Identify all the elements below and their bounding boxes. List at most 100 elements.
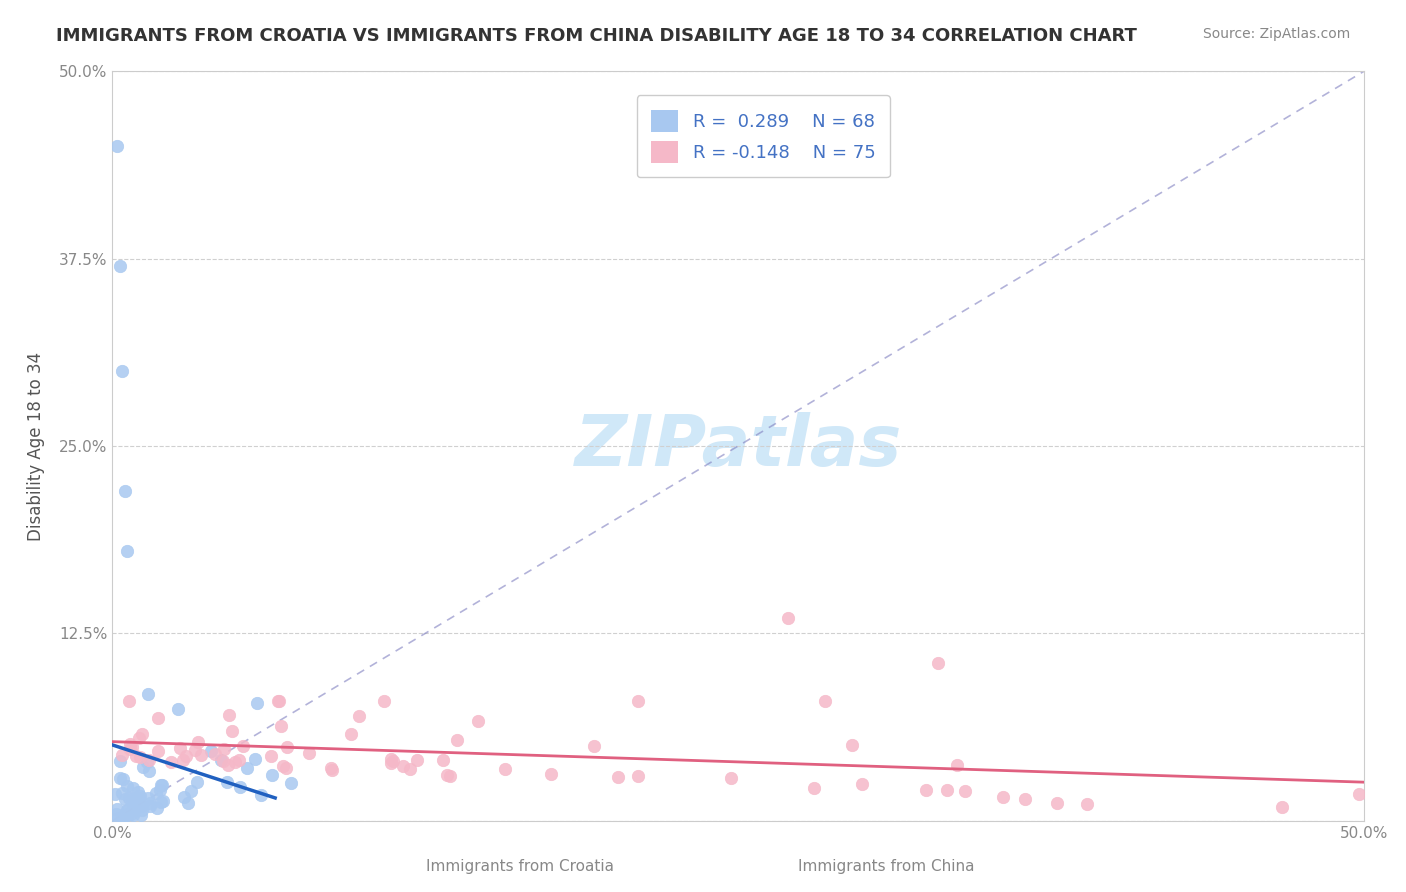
Point: [215, 775, 238, 789]
Point: [122, 794, 145, 808]
Legend: R =  0.289    N = 68, R = -0.148    N = 75: R = 0.289 N = 68, R = -0.148 N = 75: [637, 95, 890, 178]
Text: ZIPatlas: ZIPatlas: [575, 411, 901, 481]
Point: [122, 801, 145, 815]
Point: [122, 801, 145, 815]
Point: [955, 783, 977, 797]
Y-axis label: Disability Age 18 to 34: Disability Age 18 to 34: [27, 351, 45, 541]
Point: [280, 776, 302, 790]
Point: [131, 760, 153, 774]
Point: [138, 764, 160, 778]
Point: [112, 772, 135, 786]
Point: [136, 687, 159, 701]
Point: [246, 696, 269, 710]
Point: [122, 800, 145, 814]
Point: [391, 758, 413, 772]
Point: [218, 708, 240, 723]
Point: [115, 779, 138, 793]
Point: [405, 754, 427, 768]
Text: Immigrants from China: Immigrants from China: [797, 859, 974, 874]
Point: [104, 787, 127, 801]
Point: [167, 702, 190, 716]
Point: [274, 761, 297, 775]
Point: [851, 777, 873, 791]
Point: [224, 755, 246, 769]
Point: [149, 778, 172, 792]
Point: [117, 807, 139, 822]
Point: [118, 790, 141, 805]
Point: [380, 752, 402, 766]
Point: [136, 755, 159, 769]
Point: [221, 724, 243, 739]
Point: [114, 483, 136, 498]
Point: [243, 752, 266, 766]
Point: [200, 744, 222, 758]
Point: [814, 694, 837, 708]
Point: [1014, 792, 1036, 806]
Point: [138, 754, 160, 768]
Point: [228, 753, 250, 767]
Point: [160, 755, 183, 769]
Point: [108, 771, 131, 785]
Point: [380, 756, 402, 770]
Point: [373, 694, 395, 708]
Point: [803, 781, 825, 796]
Point: [212, 754, 235, 768]
Point: [114, 807, 136, 822]
Point: [936, 783, 959, 797]
Point: [946, 757, 969, 772]
Point: [150, 779, 173, 793]
Point: [494, 762, 516, 776]
Point: [606, 771, 628, 785]
Point: [139, 799, 162, 814]
Text: IMMIGRANTS FROM CROATIA VS IMMIGRANTS FROM CHINA DISABILITY AGE 18 TO 34 CORRELA: IMMIGRANTS FROM CROATIA VS IMMIGRANTS FR…: [56, 27, 1137, 45]
Point: [174, 748, 197, 763]
Point: [381, 754, 404, 768]
Point: [129, 798, 152, 813]
Point: [432, 753, 454, 767]
Point: [131, 727, 153, 741]
Point: [122, 781, 145, 796]
Point: [841, 738, 863, 752]
Point: [115, 808, 138, 822]
Point: [120, 737, 142, 751]
Point: [439, 769, 461, 783]
Point: [108, 259, 131, 273]
Point: [128, 731, 150, 746]
Point: [1076, 797, 1098, 811]
Point: [115, 803, 138, 817]
Point: [121, 792, 143, 806]
Point: [927, 657, 949, 671]
Point: [128, 791, 150, 805]
Point: [108, 754, 131, 768]
Point: [270, 719, 292, 733]
Point: [720, 771, 742, 785]
Point: [177, 797, 200, 811]
Point: [114, 792, 136, 806]
Point: [169, 741, 191, 756]
Point: [1046, 796, 1069, 810]
Point: [127, 784, 149, 798]
Point: [260, 768, 283, 782]
Point: [111, 364, 134, 378]
Point: [111, 785, 134, 799]
Point: [321, 761, 343, 775]
Text: Immigrants from Croatia: Immigrants from Croatia: [426, 859, 614, 874]
Point: [139, 796, 162, 810]
Point: [778, 611, 800, 625]
Point: [340, 727, 363, 741]
Point: [249, 788, 271, 802]
Point: [146, 711, 169, 725]
Point: [105, 802, 128, 816]
Point: [269, 694, 291, 708]
Point: [467, 714, 489, 728]
Point: [349, 709, 371, 723]
Point: [117, 803, 139, 817]
Point: [125, 748, 148, 763]
Point: [273, 759, 295, 773]
Point: [121, 740, 143, 755]
Point: [260, 749, 283, 764]
Point: [232, 739, 254, 754]
Point: [111, 810, 134, 824]
Point: [129, 789, 152, 804]
Point: [107, 139, 129, 153]
